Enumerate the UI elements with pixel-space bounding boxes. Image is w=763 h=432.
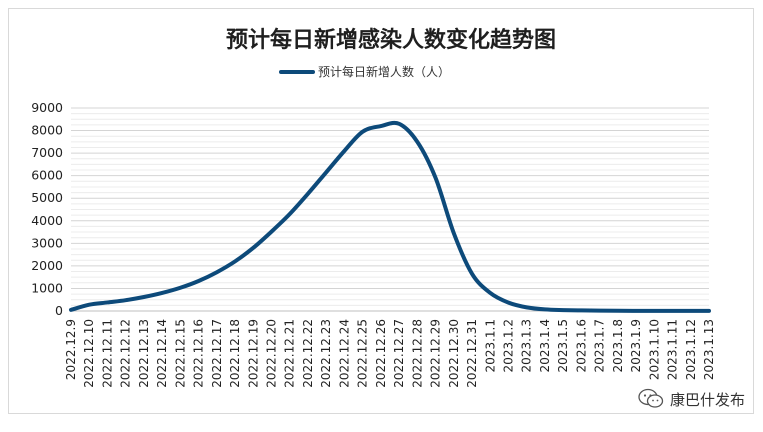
- x-tick-label: 2023.1.8: [611, 319, 625, 372]
- chart-frame: 预计每日新增感染人数变化趋势图 预计每日新增人数（人） 0 1000 2000 300…: [8, 8, 754, 414]
- y-tick-label: 7000: [31, 145, 63, 160]
- grid-layer: [71, 107, 709, 312]
- x-tick-label: 2022.12.12: [119, 319, 133, 388]
- x-tick-label: 2023.1.4: [538, 319, 552, 372]
- x-tick-label: 2022.12.17: [210, 319, 224, 388]
- y-tick-label: 4000: [31, 213, 63, 228]
- x-tick-label: 2022.12.23: [319, 319, 333, 388]
- legend-label: 预计每日新增人数（人）: [318, 64, 450, 79]
- wechat-icon: [638, 388, 664, 408]
- x-tick-label: 2023.1.13: [702, 319, 716, 380]
- x-tick-label: 2023.1.10: [647, 319, 661, 380]
- chart-svg: 预计每日新增感染人数变化趋势图 预计每日新增人数（人） 0 1000 2000 300…: [31, 27, 716, 388]
- x-tick-label: 2022.12.15: [173, 319, 187, 388]
- x-tick-label: 2022.12.19: [246, 319, 260, 388]
- x-tick-label: 2022.12.29: [429, 319, 443, 388]
- x-tick-label: 2022.12.31: [465, 319, 479, 388]
- x-tick-label: 2022.12.13: [137, 319, 151, 388]
- y-tick-label: 1000: [31, 280, 63, 295]
- x-tick-label: 2022.12.16: [192, 319, 206, 388]
- x-tick-label: 2023.1.9: [629, 319, 643, 372]
- x-tick-label: 2023.1.2: [501, 319, 515, 372]
- x-tick-label: 2022.12.26: [374, 319, 388, 388]
- x-tick-label: 2022.12.21: [283, 319, 297, 388]
- x-tick-label: 2022.12.20: [265, 319, 279, 388]
- x-tick-label: 2022.12.14: [155, 319, 169, 388]
- series-layer: [69, 120, 711, 313]
- x-tick-label: 2023.1.7: [593, 319, 607, 372]
- x-tick-label: 2022.12.10: [82, 319, 96, 388]
- x-tick-label: 2022.12.25: [356, 319, 370, 388]
- y-axis: 0 1000 2000 3000 4000 5000 6000 7000 8000 9000: [31, 100, 63, 318]
- x-tick-label: 2022.12.24: [337, 319, 351, 388]
- series-line: [69, 120, 711, 313]
- x-tick-label: 2023.1.1: [483, 319, 497, 372]
- x-tick-label: 2022.12.18: [228, 319, 242, 388]
- y-tick-label: 9000: [31, 100, 63, 115]
- y-tick-label: 8000: [31, 123, 63, 138]
- x-tick-label: 2023.1.5: [556, 319, 570, 372]
- y-tick-label: 0: [55, 303, 63, 318]
- x-axis: 2022.12.9 2022.12.10 2022.12.11 2022.12.12 2…: [64, 319, 716, 388]
- x-tick-label: 2022.12.22: [301, 319, 315, 388]
- x-tick-label: 2022.12.9: [64, 319, 78, 380]
- x-tick-label: 2023.1.12: [684, 319, 698, 380]
- x-tick-label: 2023.1.6: [574, 319, 588, 372]
- y-tick-label: 3000: [31, 235, 63, 250]
- legend: 预计每日新增人数（人）: [279, 64, 450, 79]
- y-tick-label: 6000: [31, 168, 63, 183]
- watermark-text: 康巴什发布: [669, 390, 745, 409]
- x-tick-label: 2023.1.11: [666, 319, 680, 380]
- x-tick-label: 2023.1.3: [520, 319, 534, 372]
- x-tick-label: 2022.12.27: [392, 319, 406, 388]
- y-tick-label: 5000: [31, 190, 63, 205]
- y-tick-label: 2000: [31, 258, 63, 273]
- watermark: 康巴什发布: [638, 386, 745, 412]
- x-tick-label: 2022.12.11: [100, 319, 114, 388]
- x-tick-label: 2022.12.30: [447, 319, 461, 388]
- chart-title: 预计每日新增感染人数变化趋势图: [226, 27, 556, 53]
- x-tick-label: 2022.12.28: [410, 319, 424, 388]
